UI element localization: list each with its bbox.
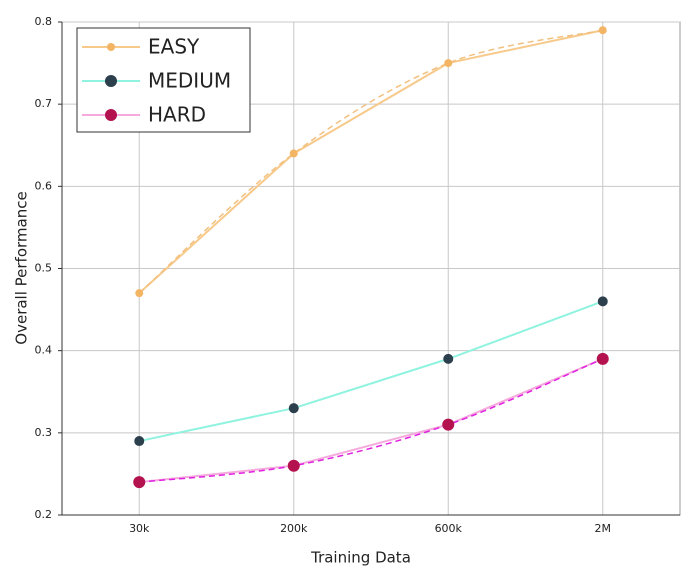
y-tick-label: 0.5	[35, 262, 53, 275]
series-line	[138, 29, 603, 294]
data-point	[289, 149, 298, 158]
legend-marker	[105, 109, 117, 121]
y-tick-label: 0.2	[35, 508, 53, 521]
y-axis-title: Overall Performance	[13, 191, 31, 344]
data-point	[597, 296, 608, 307]
y-tick-label: 0.7	[35, 97, 53, 110]
legend-marker	[105, 75, 117, 87]
y-tick-label: 0.6	[35, 179, 53, 192]
x-axis-title: Training Data	[310, 549, 411, 567]
data-point	[598, 26, 607, 35]
data-point	[442, 418, 455, 431]
y-tick-label: 0.4	[35, 344, 53, 357]
data-point	[134, 436, 145, 447]
legend-label: EASY	[148, 35, 200, 59]
y-tick-label: 0.8	[35, 15, 53, 28]
series-line	[139, 357, 604, 484]
x-tick-label: 200k	[280, 522, 308, 535]
x-tick-label: 600k	[435, 522, 463, 535]
trend-line	[139, 358, 604, 483]
data-point	[135, 289, 144, 298]
y-tick-label: 0.3	[35, 426, 53, 439]
legend-marker	[107, 43, 115, 51]
data-point	[287, 459, 300, 472]
x-tick-label: 30k	[129, 522, 150, 535]
legend-label: HARD	[148, 103, 206, 127]
legend-label: MEDIUM	[148, 69, 231, 93]
data-point	[596, 352, 609, 365]
data-point	[133, 476, 146, 489]
series-line	[139, 300, 604, 443]
data-point	[288, 403, 299, 414]
data-point	[444, 59, 453, 68]
trend-line	[138, 29, 603, 294]
data-point	[443, 353, 454, 364]
x-tick-label: 2M	[595, 522, 612, 535]
